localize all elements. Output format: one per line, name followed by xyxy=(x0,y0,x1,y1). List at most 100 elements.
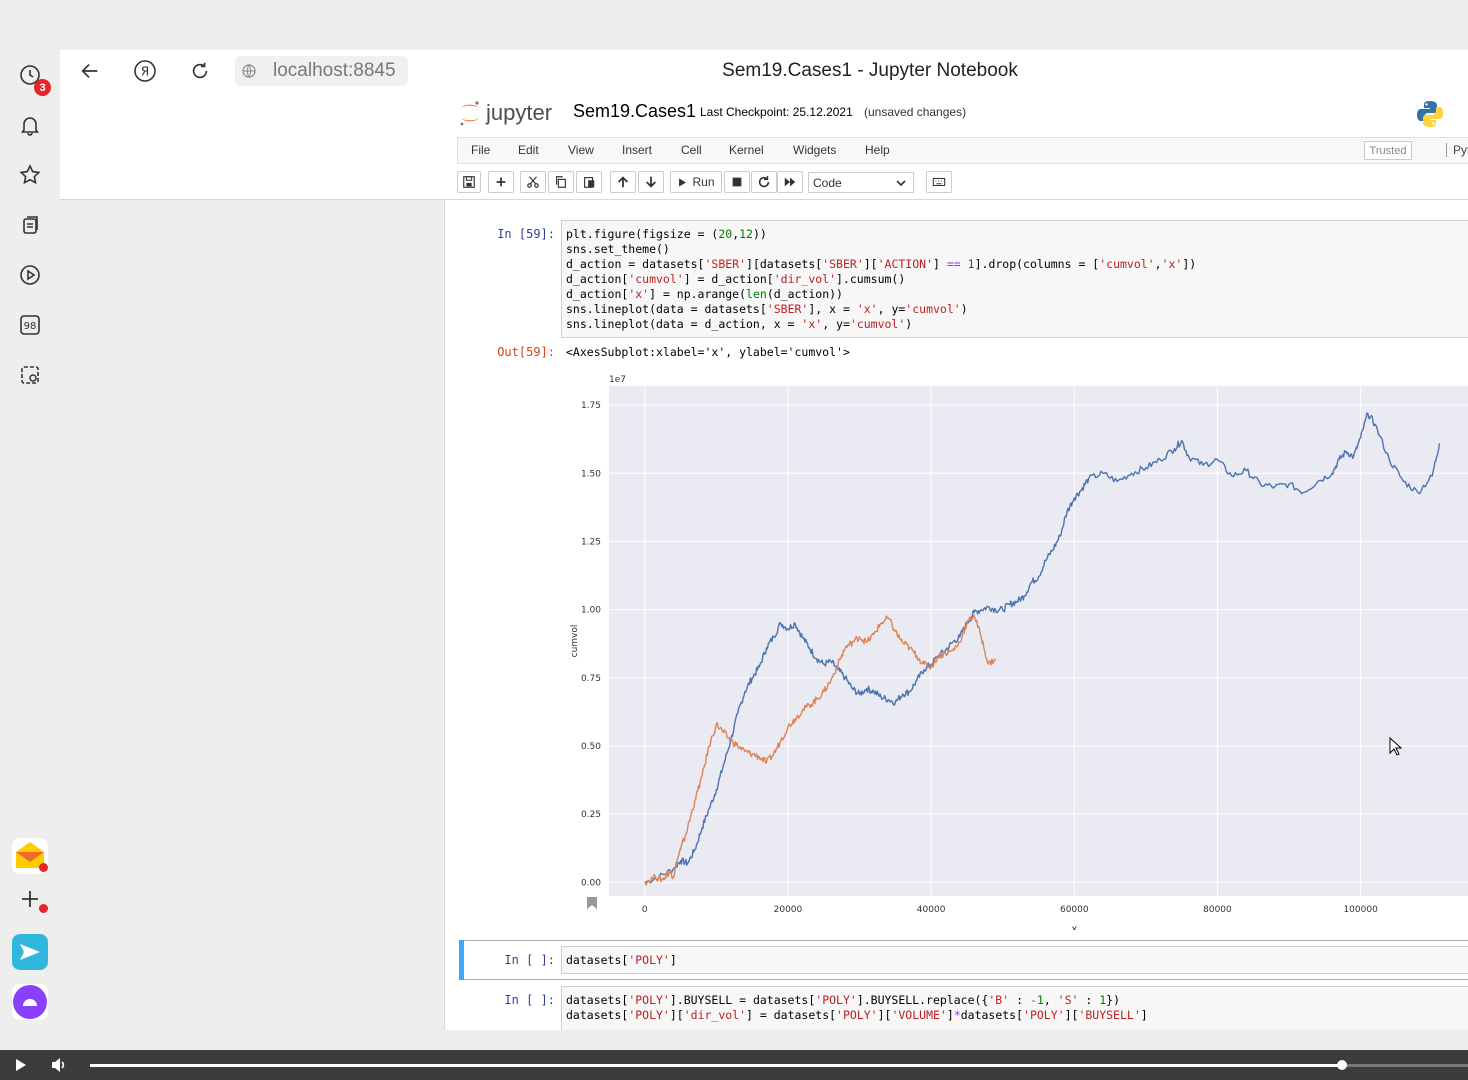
chevron-down-icon xyxy=(896,180,906,187)
y-tick-label: 1.25 xyxy=(581,537,601,547)
media-progress-fill xyxy=(90,1064,1342,1067)
os-top-strip xyxy=(0,0,1468,50)
python-logo-icon xyxy=(1417,101,1443,127)
y-tick-label: 1.50 xyxy=(581,469,601,479)
cell-type-select[interactable]: Code xyxy=(808,172,914,193)
paste-button[interactable] xyxy=(576,171,602,193)
svg-text:98: 98 xyxy=(24,321,37,332)
browser-sidebar xyxy=(0,50,60,1030)
y-tick-label: 0.75 xyxy=(581,674,601,684)
cell-2-code[interactable]: datasets['POLY'] xyxy=(561,946,1468,974)
x-tick-label: 0 xyxy=(642,905,648,915)
add-dot xyxy=(39,904,48,913)
x-tick-label: 80000 xyxy=(1203,905,1232,915)
x-tick-label: 40000 xyxy=(917,905,946,915)
copy-button[interactable] xyxy=(548,171,574,193)
checkpoint-status: Last Checkpoint: 25.12.2021 xyxy=(700,105,853,119)
play-circle-icon[interactable] xyxy=(15,260,45,290)
page-margin-left xyxy=(60,200,445,1030)
x-tick-label: 60000 xyxy=(1060,905,1089,915)
cell-1-out-prompt: Out[59]: xyxy=(497,345,555,359)
page-title: Sem19.Cases1 - Jupyter Notebook xyxy=(722,60,1018,81)
move-down-button[interactable] xyxy=(638,171,664,193)
mail-unread-dot xyxy=(39,863,48,872)
cell-type-value: Code xyxy=(813,175,842,190)
menu-widgets[interactable]: Widgets xyxy=(793,143,837,157)
globe-icon xyxy=(242,64,256,78)
cut-button[interactable] xyxy=(520,171,546,193)
kernel-indicator[interactable]: Pyt xyxy=(1446,143,1468,157)
y-tick-label: 0.25 xyxy=(581,810,601,820)
restart-icon xyxy=(758,175,770,188)
alice-app-icon[interactable] xyxy=(12,984,48,1020)
cell-1-output-text: <AxesSubplot:xlabel='x', ylabel='cumvol'… xyxy=(566,345,850,359)
series-line-1 xyxy=(644,412,1441,884)
x-axis-label: x xyxy=(1071,924,1077,930)
mouse-cursor-icon xyxy=(1389,737,1403,756)
counter-98-icon[interactable]: 98 xyxy=(15,310,45,340)
cell-1-code[interactable]: plt.figure(figsize = (20,12)) sns.set_th… xyxy=(561,220,1468,338)
cell-2-prompt: In [ ]: xyxy=(504,953,555,967)
cumvol-line-chart: 0 20000 40000 60000 80000 100000 0.00 0.25 0.50 0… xyxy=(570,375,1468,930)
menu-file[interactable]: File xyxy=(471,143,491,157)
menu-help[interactable]: Help xyxy=(865,143,890,157)
x-tick-label: 100000 xyxy=(1343,905,1378,915)
page-margin-top xyxy=(60,96,445,200)
menu-view[interactable]: View xyxy=(568,143,594,157)
bookmark-icon[interactable] xyxy=(586,896,598,910)
address-bar[interactable]: localhost:8845 xyxy=(235,56,408,86)
x-tick-label: 20000 xyxy=(774,905,803,915)
restart-run-all-button[interactable] xyxy=(777,171,803,193)
yandex-icon[interactable]: Я xyxy=(130,56,160,86)
run-button[interactable]: Run xyxy=(670,171,722,193)
restart-button[interactable] xyxy=(751,171,777,193)
star-icon[interactable] xyxy=(15,160,45,190)
messenger-app-icon[interactable] xyxy=(12,934,48,970)
play-icon xyxy=(679,177,687,187)
interrupt-button[interactable] xyxy=(724,171,750,193)
y-tick-label: 0.00 xyxy=(581,878,601,888)
jupyter-logo[interactable]: jupyter xyxy=(458,99,552,127)
history-icon[interactable] xyxy=(15,60,45,90)
y-tick-label: 1.75 xyxy=(581,401,601,411)
keyboard-icon xyxy=(932,177,946,187)
collections-icon[interactable] xyxy=(15,210,45,240)
add-icon[interactable] xyxy=(15,884,45,914)
trusted-indicator[interactable]: Trusted xyxy=(1364,141,1412,160)
jupyter-logo-icon xyxy=(460,101,479,126)
move-up-button[interactable] xyxy=(610,171,636,193)
fast-forward-icon xyxy=(784,177,796,187)
command-palette-button[interactable] xyxy=(926,171,952,193)
back-arrow-icon[interactable] xyxy=(75,56,105,86)
notebook-name[interactable]: Sem19.Cases1 xyxy=(573,101,697,121)
arrow-up-icon xyxy=(618,176,628,188)
scissors-icon xyxy=(527,176,539,188)
plot-background xyxy=(609,386,1468,896)
volume-icon[interactable] xyxy=(50,1057,68,1073)
series-line-2 xyxy=(644,614,997,886)
y-tick-label: 1.00 xyxy=(581,606,601,616)
screenshot-icon[interactable] xyxy=(15,360,45,390)
menu-edit[interactable]: Edit xyxy=(518,143,539,157)
arrow-down-icon xyxy=(646,176,656,188)
reload-icon[interactable] xyxy=(185,56,215,86)
svg-text:Я: Я xyxy=(141,65,149,79)
save-button[interactable] xyxy=(457,171,481,193)
bell-icon[interactable] xyxy=(15,110,45,140)
mail-app-icon[interactable] xyxy=(12,838,48,874)
cell-3-code[interactable]: datasets['POLY'].BUYSELL = datasets['POL… xyxy=(561,986,1468,1030)
menu-kernel[interactable]: Kernel xyxy=(729,143,764,157)
jupyter-logo-text: jupyter xyxy=(486,100,553,125)
insert-cell-button[interactable] xyxy=(488,171,514,193)
play-icon[interactable] xyxy=(12,1057,28,1073)
stop-icon xyxy=(732,177,742,187)
menu-cell[interactable]: Cell xyxy=(681,143,702,157)
media-progress-knob[interactable] xyxy=(1337,1060,1347,1070)
cell-3-prompt: In [ ]: xyxy=(504,993,555,1007)
notification-badge: 3 xyxy=(34,79,51,96)
menu-insert[interactable]: Insert xyxy=(622,143,653,157)
media-progress-bar[interactable] xyxy=(90,1060,1468,1070)
copy-icon xyxy=(556,176,566,188)
paste-icon xyxy=(584,177,595,188)
run-label: Run xyxy=(692,175,715,189)
